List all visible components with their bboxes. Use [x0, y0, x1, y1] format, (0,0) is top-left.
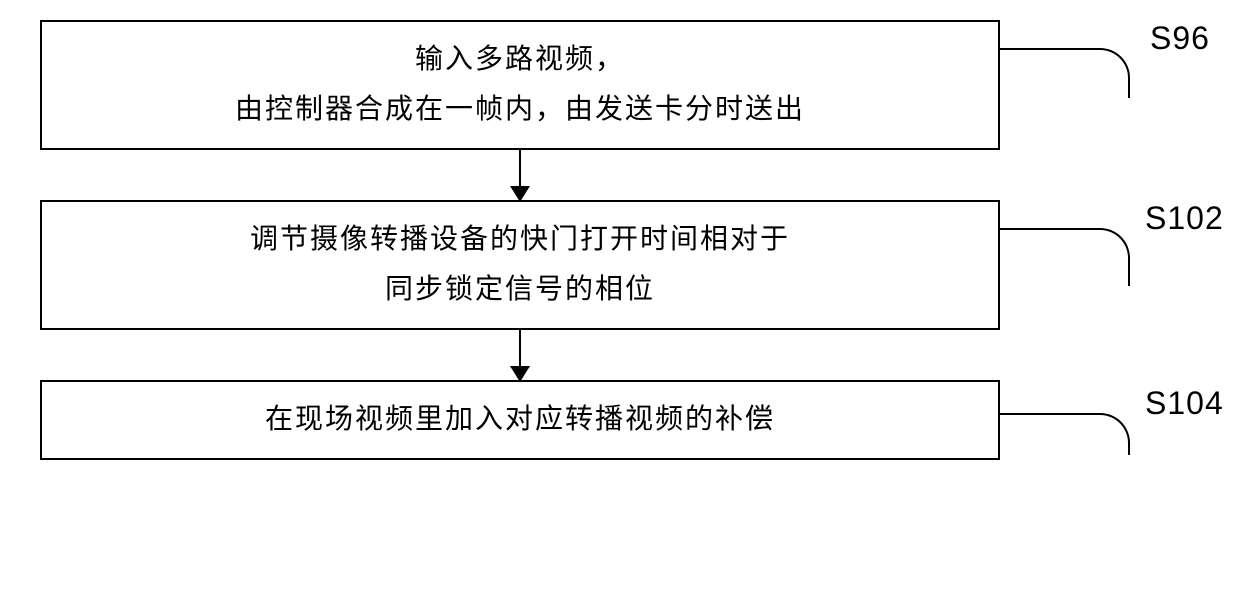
arrow-container-1 — [40, 150, 1000, 200]
connector-3 — [1000, 413, 1130, 455]
box3-line1: 在现场视频里加入对应转播视频的补偿 — [265, 395, 775, 445]
process-box-3: 在现场视频里加入对应转播视频的补偿 — [40, 380, 1000, 460]
box2-line2: 同步锁定信号的相位 — [385, 265, 655, 315]
arrow-2 — [519, 330, 521, 380]
arrow-1 — [519, 150, 521, 200]
connector-1 — [1000, 48, 1130, 98]
flowchart-container: 输入多路视频， 由控制器合成在一帧内，由发送卡分时送出 调节摄像转播设备的快门打… — [40, 20, 1200, 460]
label-s102: S102 — [1145, 200, 1224, 237]
arrow-container-2 — [40, 330, 1000, 380]
box1-line1: 输入多路视频， — [415, 35, 625, 85]
box2-line1: 调节摄像转播设备的快门打开时间相对于 — [250, 215, 790, 265]
label-s96: S96 — [1150, 20, 1210, 57]
process-box-2: 调节摄像转播设备的快门打开时间相对于 同步锁定信号的相位 — [40, 200, 1000, 330]
box1-line2: 由控制器合成在一帧内，由发送卡分时送出 — [235, 85, 805, 135]
connector-2 — [1000, 228, 1130, 286]
process-box-1: 输入多路视频， 由控制器合成在一帧内，由发送卡分时送出 — [40, 20, 1000, 150]
label-s104: S104 — [1145, 385, 1224, 422]
